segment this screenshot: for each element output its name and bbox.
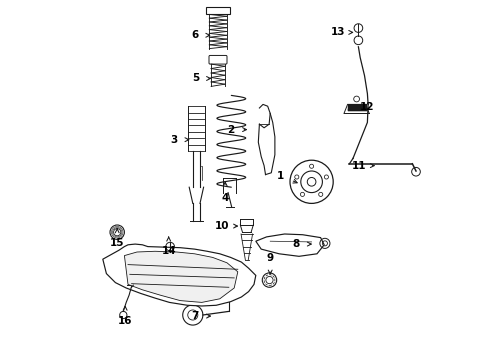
Text: 10: 10 xyxy=(214,221,229,231)
Text: 11: 11 xyxy=(351,161,366,171)
Text: 13: 13 xyxy=(331,27,345,37)
FancyBboxPatch shape xyxy=(209,55,227,64)
Polygon shape xyxy=(256,234,324,256)
Text: 12: 12 xyxy=(360,102,374,112)
Text: 1: 1 xyxy=(277,171,284,181)
Polygon shape xyxy=(103,244,256,306)
Text: 16: 16 xyxy=(118,316,132,326)
Circle shape xyxy=(262,273,277,287)
Text: 8: 8 xyxy=(293,239,300,249)
FancyBboxPatch shape xyxy=(206,7,229,14)
Text: 4: 4 xyxy=(221,193,229,203)
Text: 6: 6 xyxy=(191,30,198,40)
Text: 9: 9 xyxy=(267,253,274,264)
Circle shape xyxy=(110,225,124,239)
Text: 2: 2 xyxy=(227,125,234,135)
Polygon shape xyxy=(124,251,238,302)
Text: 14: 14 xyxy=(161,246,176,256)
Text: 3: 3 xyxy=(170,135,177,145)
Text: 7: 7 xyxy=(191,311,198,321)
Text: 5: 5 xyxy=(192,73,199,84)
Text: 15: 15 xyxy=(110,238,124,248)
